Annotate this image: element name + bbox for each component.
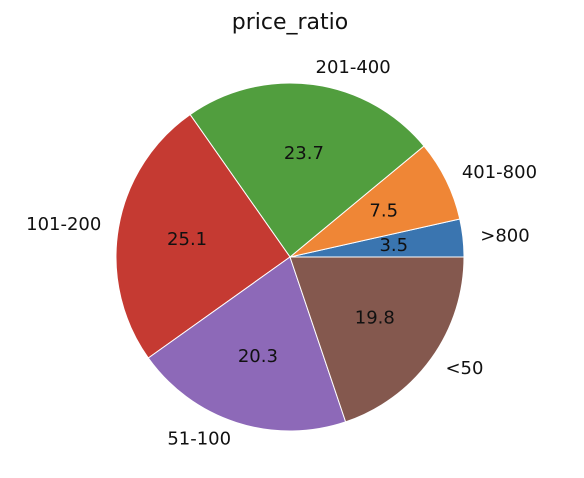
pie-slices — [115, 82, 465, 432]
pie-category-labels: >800 401-800 201-400 101-200 51-100 <50 — [26, 57, 537, 450]
pie-percent-label-gt800: 3.5 — [379, 235, 408, 256]
pie-percent-label-51-100: 20.3 — [238, 346, 278, 367]
pie-category-label-gt800: >800 — [480, 225, 529, 246]
pie-category-label-101-200: 101-200 — [26, 214, 101, 235]
pie-category-label-lt50: <50 — [445, 358, 483, 379]
chart-title: price_ratio — [232, 10, 348, 35]
pie-slice-101-200 — [115, 113, 291, 359]
pie-percent-label-lt50: 19.8 — [355, 307, 395, 328]
pie-category-label-51-100: 51-100 — [167, 429, 231, 450]
pie-percent-label-401-800: 7.5 — [369, 201, 398, 222]
pie-percent-label-101-200: 25.1 — [167, 229, 207, 250]
pie-category-label-401-800: 401-800 — [462, 162, 537, 183]
pie-percent-label-201-400: 23.7 — [284, 143, 324, 164]
pie-category-label-201-400: 201-400 — [316, 57, 391, 78]
pie-slice-201-400 — [189, 82, 425, 258]
pie-slice-lt50 — [289, 256, 465, 423]
pie-slice-51-100 — [147, 256, 347, 432]
pie-percent-labels: 3.5 7.5 23.7 25.1 20.3 19.8 — [167, 143, 408, 367]
